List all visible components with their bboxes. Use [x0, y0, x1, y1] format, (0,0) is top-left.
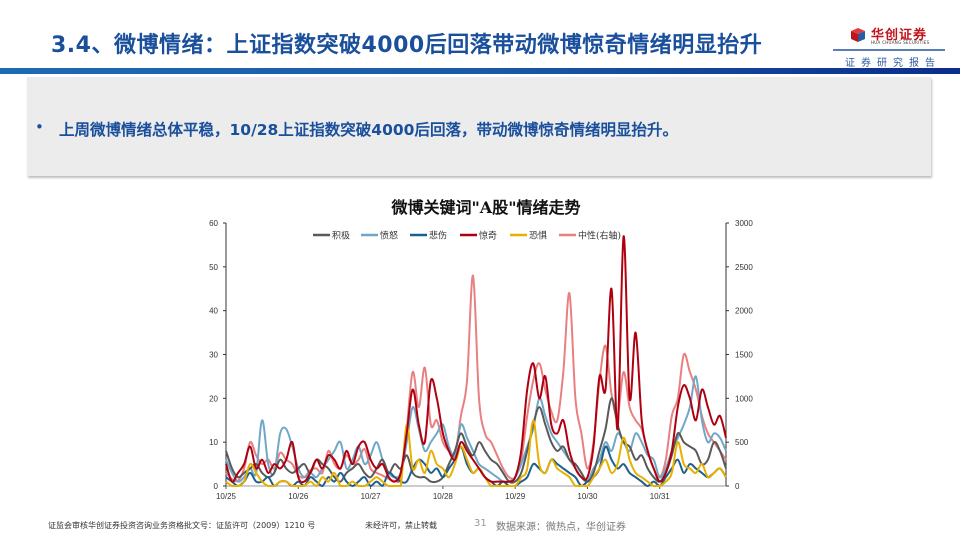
legend-label: 恐惧 — [529, 230, 547, 242]
right-y-tick-label: 2000 — [735, 307, 753, 316]
left-y-tick-label: 60 — [209, 219, 218, 228]
left-y-tick-label: 30 — [209, 351, 218, 360]
logo-english-name: HUA CHUANG SECURITIES — [871, 40, 930, 45]
right-y-tick-label: 0 — [735, 482, 740, 491]
right-y-tick-label: 2500 — [735, 263, 753, 272]
legend-label: 惊奇 — [479, 230, 497, 242]
company-logo: 华创证券 HUA CHUANG SECURITIES 证券研究报告 — [833, 22, 945, 69]
data-source: 数据来源：微热点，华创证券 — [496, 522, 626, 533]
left-y-tick-label: 20 — [209, 394, 218, 403]
series-line-4 — [225, 419, 727, 487]
legend-label: 积极 — [332, 230, 350, 242]
legend-label: 愤怒 — [380, 230, 398, 242]
x-tick-label: 10/26 — [288, 492, 309, 501]
page-title: 3.4、微博情绪：上证指数突破4000后回落带动微博惊奇情绪明显抬升 — [51, 33, 763, 58]
x-tick-label: 10/31 — [650, 492, 671, 501]
right-y-tick-label: 1500 — [735, 351, 753, 360]
left-y-tick-label: 40 — [209, 307, 218, 316]
footer-notice: 未经许可，禁止转载 — [365, 521, 437, 530]
logo-subtitle: 证券研究报告 — [845, 58, 941, 69]
right-y-tick-label: 500 — [735, 438, 749, 447]
header-accent-bar — [0, 68, 960, 74]
x-tick-label: 10/29 — [505, 492, 526, 501]
bullet-icon: • — [35, 118, 44, 136]
right-y-tick-label: 3000 — [735, 219, 753, 228]
right-y-tick-label: 1000 — [735, 394, 753, 403]
left-y-tick-label: 10 — [209, 438, 218, 447]
logo-divider — [833, 49, 945, 51]
series-line-3 — [225, 235, 727, 484]
legend-label: 悲伤 — [429, 230, 447, 242]
logo-name: 华创证券 — [871, 28, 928, 43]
x-tick-label: 10/30 — [577, 492, 598, 501]
series-line-5 — [225, 274, 727, 484]
left-y-tick-label: 0 — [214, 482, 219, 491]
summary-text: 上周微博情绪总体平稳，10/28上证指数突破4000后回落，带动微博惊奇情绪明显… — [59, 121, 678, 139]
chart-title: 微博关键词"A股"情绪走势 — [391, 198, 581, 217]
x-tick-label: 10/25 — [216, 492, 237, 501]
footer-license: 证监会审核华创证券投资咨询业务资格批文号：证监许可（2009）1210 号 — [48, 521, 316, 530]
left-y-tick-label: 50 — [209, 263, 218, 272]
page-number: 31 — [474, 518, 487, 529]
legend-label: 中性(右轴) — [578, 230, 621, 242]
logo-cube-icon — [851, 28, 865, 42]
summary-box: • 上周微博情绪总体平稳，10/28上证指数突破4000后回落，带动微博惊奇情绪… — [27, 77, 931, 176]
x-tick-label: 10/27 — [361, 492, 382, 501]
x-tick-label: 10/28 — [433, 492, 454, 501]
